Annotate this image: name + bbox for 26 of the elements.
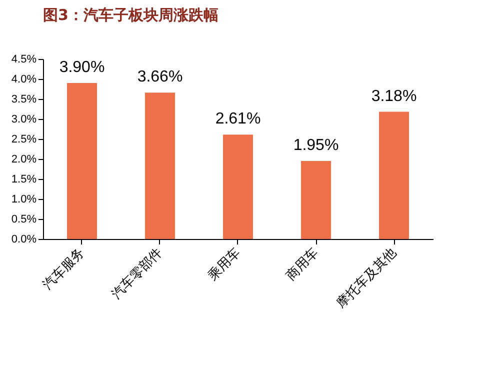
data-label: 3.18% — [371, 88, 417, 105]
data-label: 3.90% — [59, 59, 105, 76]
y-tick-label: 4.0% — [11, 74, 37, 86]
y-tick-label: 0.0% — [11, 234, 37, 246]
y-tick-label: 3.0% — [11, 114, 37, 126]
x-tick-label: 乘用车 — [205, 246, 244, 284]
y-tick-label: 1.0% — [11, 194, 37, 206]
x-tick-label: 汽车零部件 — [109, 246, 166, 302]
bar — [301, 161, 331, 239]
y-tick-label: 2.5% — [11, 134, 37, 146]
bar — [379, 112, 409, 239]
bar — [145, 92, 175, 239]
y-tick-label: 4.5% — [11, 54, 37, 66]
x-tick-label: 商用车 — [283, 246, 322, 284]
x-tick-label: 摩托车及其他 — [334, 246, 400, 312]
data-label: 1.95% — [293, 137, 339, 154]
bar — [223, 134, 253, 239]
data-label: 3.66% — [137, 68, 183, 86]
bar — [67, 83, 97, 239]
y-tick-label: 3.5% — [11, 94, 37, 106]
y-tick-label: 0.5% — [11, 214, 37, 226]
y-tick-label: 1.5% — [11, 174, 37, 186]
chart-title: 图3：汽车子板块周涨跌幅 — [43, 6, 218, 24]
x-tick-label: 汽车服务 — [40, 246, 88, 293]
data-label: 2.61% — [215, 110, 261, 128]
y-tick-label: 2.0% — [11, 154, 37, 166]
